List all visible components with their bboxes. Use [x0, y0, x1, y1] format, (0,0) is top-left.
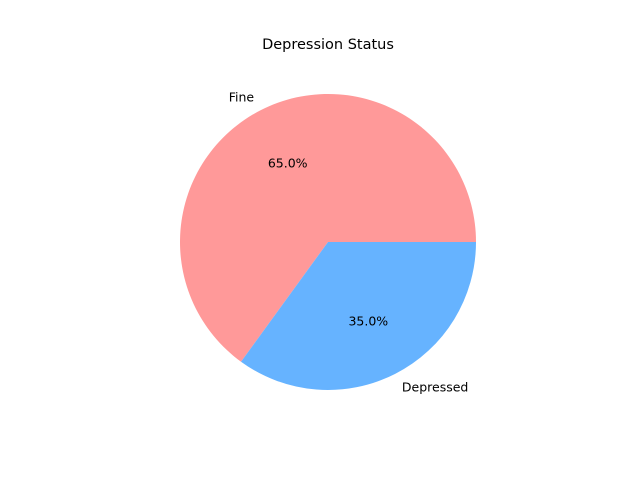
percent-label-fine: 65.0%	[268, 155, 308, 170]
pie-labels: Fine 65.0% Depressed 35.0%	[229, 89, 469, 394]
chart-title: Depression Status	[262, 37, 394, 53]
pie-slice-depressed	[241, 242, 476, 390]
slice-label-depressed: Depressed	[402, 380, 468, 395]
slice-label-fine: Fine	[229, 89, 255, 104]
percent-label-depressed: 35.0%	[348, 314, 388, 329]
pie-slice-fine	[180, 93, 476, 362]
pie-slices	[180, 93, 476, 390]
